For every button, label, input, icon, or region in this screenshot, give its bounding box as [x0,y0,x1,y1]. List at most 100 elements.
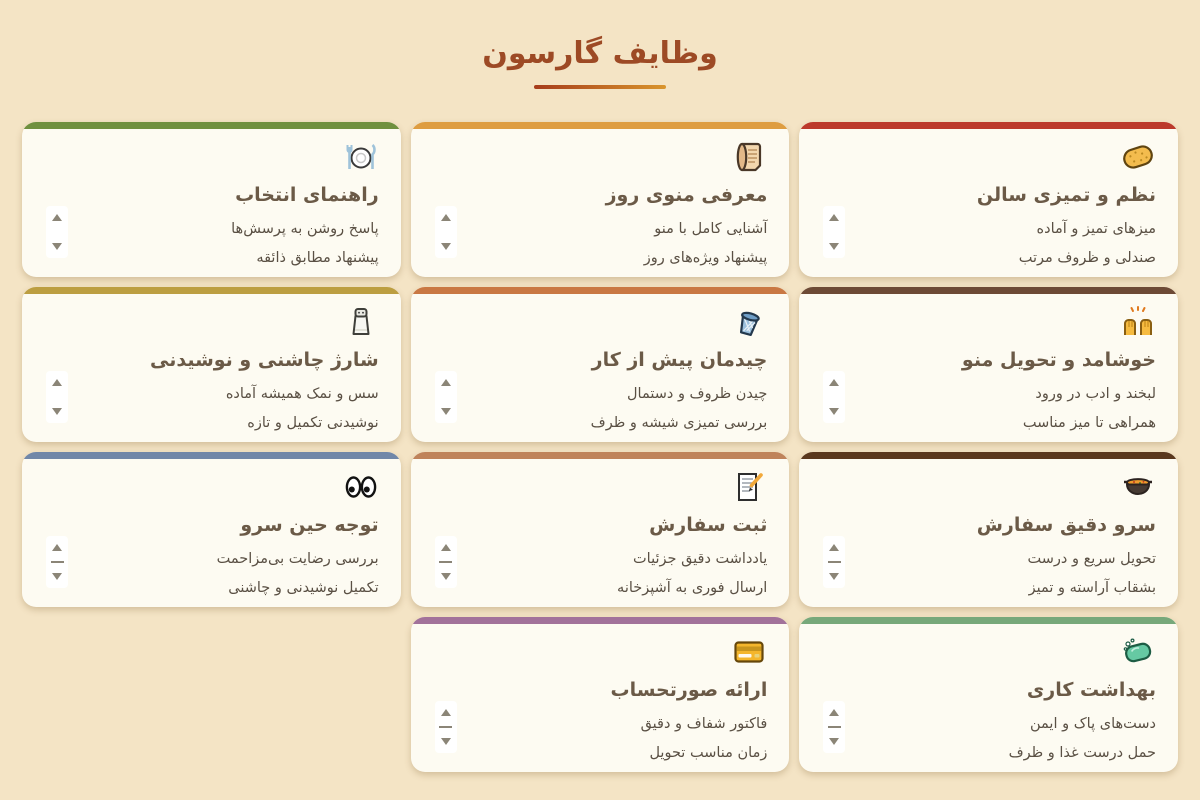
card-scrollbar[interactable] [434,701,457,753]
salt-shaker-icon [44,304,379,344]
card-point-2: صندلی و ظروف مرتب [1018,250,1156,266]
task-card: توجه حین سرو بررسی رضایت بی‌مزاحمت تکمیل… [22,452,401,607]
credit-card-icon [433,634,768,674]
sponge-icon [821,139,1156,179]
card-scrollbar[interactable] [46,536,69,588]
card-content: خوشامد و تحویل منو لبخند و ادب در ورود ه… [799,294,1178,438]
card-title: چیدمان پیش از کار [591,349,768,371]
card-accent-bar [410,287,790,294]
card-accent-bar [22,122,401,129]
card-scrollbar[interactable] [434,371,457,423]
raising-hands-icon [821,304,1156,344]
pot-of-food-icon [821,469,1156,509]
scroll-up-button[interactable] [829,214,840,221]
scroll-down-button[interactable] [440,573,451,580]
scroll-down-button[interactable] [829,243,840,250]
scroll-up-button[interactable] [440,214,451,221]
scroll-down-button[interactable] [829,408,840,415]
card-scrollbar[interactable] [823,701,846,753]
card-title: بهداشت کاری [1026,679,1156,701]
card-content: سرو دقیق سفارش تحویل سریع و درست بشقاب آ… [799,459,1178,603]
card-accent-bar [410,452,790,459]
tasks-grid: نظم و تمیزی سالن میزهای تمیز و آماده صند… [22,122,1178,772]
task-card: بهداشت کاری دست‌های پاک و ایمن حمل درست … [799,617,1178,772]
card-title: راهنمای انتخاب [235,184,379,206]
card-point-2: نوشیدنی تکمیل و تازه [247,415,379,431]
card-content: ارائه صورتحساب فاکتور شفاف و دقیق زمان م… [411,624,790,768]
card-content: نظم و تمیزی سالن میزهای تمیز و آماده صند… [799,129,1178,273]
card-point-1: پاسخ روشن به پرسش‌ها [231,221,379,237]
scrollbar-thumb[interactable] [439,561,453,563]
scroll-up-button[interactable] [829,544,840,551]
card-accent-bar [799,452,1178,459]
card-point-2: تکمیل نوشیدنی و چاشنی [228,580,379,596]
scroll-up-button[interactable] [440,709,451,716]
scroll-up-button[interactable] [440,544,451,551]
card-point-1: فاکتور شفاف و دقیق [640,716,768,732]
task-card: ارائه صورتحساب فاکتور شفاف و دقیق زمان م… [410,617,790,772]
scroll-down-button[interactable] [440,738,451,745]
scroll-up-button[interactable] [829,379,840,386]
scroll-down-button[interactable] [440,408,451,415]
soap-icon [821,634,1156,674]
wastebasket-icon [433,304,768,344]
card-accent-bar [799,287,1178,294]
task-card: ثبت سفارش یادداشت دقیق جزئیات ارسال فوری… [410,452,790,607]
scroll-down-button[interactable] [440,243,451,250]
scroll-up-button[interactable] [440,379,451,386]
scroll-up-button[interactable] [52,544,63,551]
scrollbar-thumb[interactable] [827,561,841,563]
card-scrollbar[interactable] [46,371,69,423]
card-scrollbar[interactable] [823,536,846,588]
scroll-up-button[interactable] [52,379,63,386]
card-title: معرفی منوی روز [605,184,768,206]
scrollbar-thumb[interactable] [439,726,453,728]
card-point-2: همراهی تا میز مناسب [1022,415,1156,431]
task-card: سرو دقیق سفارش تحویل سریع و درست بشقاب آ… [799,452,1178,607]
scroll-down-button[interactable] [829,573,840,580]
scrollbar-thumb[interactable] [827,726,841,728]
scrollbar-thumb[interactable] [50,561,64,563]
card-accent-bar [410,617,790,624]
scroll-up-button[interactable] [829,709,840,716]
card-content: معرفی منوی روز آشنایی کامل با منو پیشنها… [411,129,790,273]
card-title: ارائه صورتحساب [610,679,768,701]
scroll-down-button[interactable] [52,243,63,250]
card-scrollbar[interactable] [823,206,846,258]
task-card: چیدمان پیش از کار چیدن ظروف و دستمال برر… [410,287,790,442]
card-point-2: پیشنهاد مطابق ذائقه [256,250,379,266]
scroll-down-button[interactable] [52,408,63,415]
title-underline [534,85,666,89]
card-scrollbar[interactable] [434,536,457,588]
task-card: شارژ چاشنی و نوشیدنی سس و نمک همیشه آماد… [22,287,401,442]
card-content: شارژ چاشنی و نوشیدنی سس و نمک همیشه آماد… [22,294,401,438]
scroll-down-button[interactable] [52,573,63,580]
card-content: توجه حین سرو بررسی رضایت بی‌مزاحمت تکمیل… [22,459,401,603]
card-point-1: لبخند و ادب در ورود [1035,386,1156,402]
card-title: توجه حین سرو [240,514,379,536]
scroll-down-button[interactable] [829,738,840,745]
card-accent-bar [799,122,1178,129]
card-point-1: سس و نمک همیشه آماده [225,386,379,402]
card-point-2: حمل درست غذا و ظرف [1008,745,1156,761]
card-title: شارژ چاشنی و نوشیدنی [150,349,379,371]
card-point-1: دست‌های پاک و ایمن [1029,716,1156,732]
card-accent-bar [799,617,1178,624]
card-title: نظم و تمیزی سالن [976,184,1156,206]
card-point-1: میزهای تمیز و آماده [1036,221,1156,237]
card-accent-bar [22,287,401,294]
card-scrollbar[interactable] [434,206,457,258]
card-scrollbar[interactable] [46,206,69,258]
memo-icon [433,469,768,509]
card-content: چیدمان پیش از کار چیدن ظروف و دستمال برر… [411,294,790,438]
page-title: وظایف گارسون [482,36,718,71]
card-title: ثبت سفارش [649,514,768,536]
card-scrollbar[interactable] [823,371,846,423]
card-content: بهداشت کاری دست‌های پاک و ایمن حمل درست … [799,624,1178,768]
scroll-up-button[interactable] [52,214,63,221]
card-title: سرو دقیق سفارش [976,514,1156,536]
card-content: راهنمای انتخاب پاسخ روشن به پرسش‌ها پیشن… [22,129,401,273]
card-accent-bar [410,122,790,129]
card-point-1: چیدن ظروف و دستمال [627,386,768,402]
scroll-icon [433,139,768,179]
